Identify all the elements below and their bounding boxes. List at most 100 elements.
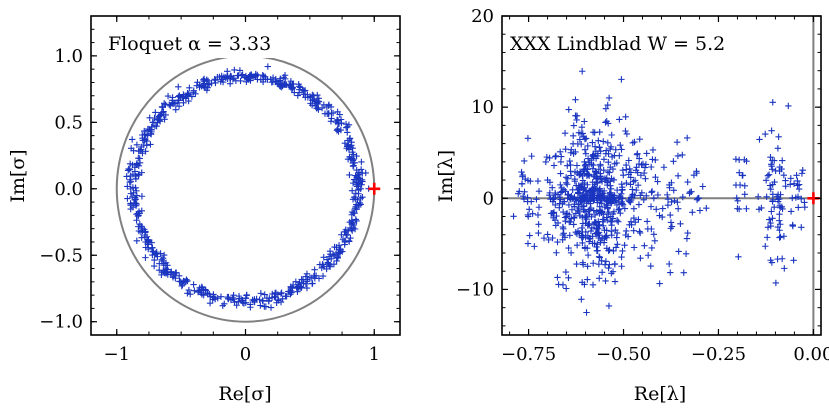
eigenvalue-point — [607, 182, 614, 189]
eigenvalue-point — [191, 287, 198, 294]
eigenvalue-point — [555, 281, 562, 288]
eigenvalue-point — [683, 134, 691, 142]
eigenvalue-point — [581, 162, 589, 170]
eigenvalue-point — [649, 146, 657, 154]
eigenvalue-point — [589, 233, 596, 240]
eigenvalue-point — [648, 163, 655, 171]
eigenvalue-point — [164, 271, 171, 278]
eigenvalue-point — [227, 72, 234, 80]
eigenvalue-point — [775, 133, 782, 141]
eigenvalue-point — [231, 66, 238, 74]
eigenvalue-point — [641, 164, 649, 171]
eigenvalue-point — [349, 162, 357, 170]
eigenvalue-point — [142, 228, 149, 235]
eigenvalue-point — [613, 229, 621, 237]
eigenvalue-point — [671, 197, 678, 204]
eigenvalue-point — [677, 220, 684, 228]
eigenvalue-point — [315, 98, 323, 105]
eigenvalue-point — [237, 77, 244, 85]
eigenvalue-point — [129, 161, 136, 169]
eigenvalue-point — [362, 169, 369, 177]
eigenvalue-point — [680, 269, 687, 276]
eigenvalue-point — [320, 254, 327, 261]
eigenvalue-point — [670, 158, 677, 165]
eigenvalue-point — [152, 109, 159, 116]
eigenvalue-point — [664, 202, 672, 209]
eigenvalue-point — [358, 158, 365, 166]
eigenvalue-point — [624, 233, 632, 240]
eigenvalue-point — [636, 228, 643, 235]
eigenvalue-point — [627, 181, 634, 188]
eigenvalue-point — [134, 210, 141, 217]
eigenvalue-point — [674, 152, 682, 160]
y-tick-label: 0.5 — [54, 112, 83, 133]
eigenvalue-point — [732, 156, 740, 163]
eigenvalue-point — [602, 105, 610, 112]
eigenvalue-point — [549, 209, 557, 217]
eigenvalue-point — [743, 157, 750, 165]
eigenvalue-point — [311, 266, 318, 273]
eigenvalue-point — [622, 127, 629, 135]
eigenvalue-point — [799, 166, 806, 174]
eigenvalue-point — [561, 129, 569, 137]
eigenvalue-point — [589, 165, 597, 172]
eigenvalue-point — [619, 201, 627, 208]
eigenvalue-point — [582, 228, 589, 236]
eigenvalue-point — [696, 207, 704, 214]
eigenvalue-point — [573, 230, 581, 238]
eigenvalue-point — [648, 189, 655, 196]
eigenvalue-point — [226, 80, 234, 87]
eigenvalue-point — [633, 186, 640, 194]
eigenvalue-point — [770, 204, 778, 211]
eigenvalue-point — [292, 278, 300, 285]
eigenvalue-point — [659, 213, 666, 221]
eigenvalue-point — [733, 194, 740, 202]
eigenvalue-point — [133, 187, 140, 195]
eigenvalue-point — [123, 173, 130, 180]
eigenvalue-point — [149, 244, 156, 252]
eigenvalue-point — [772, 279, 780, 287]
eigenvalue-point — [603, 118, 610, 125]
eigenvalue-point — [606, 246, 613, 254]
eigenvalue-point — [570, 221, 577, 228]
eigenvalue-point — [565, 201, 573, 209]
eigenvalue-point — [764, 224, 772, 231]
x-tick-label: −0.25 — [691, 344, 746, 365]
eigenvalue-point — [334, 254, 341, 262]
eigenvalue-point — [521, 157, 528, 165]
eigenvalue-point — [618, 146, 625, 153]
eigenvalue-point — [592, 230, 599, 237]
eigenvalue-point — [631, 177, 639, 184]
eigenvalue-point — [319, 272, 327, 280]
eigenvalue-point — [151, 114, 158, 122]
eigenvalue-point — [535, 204, 543, 211]
eigenvalue-point — [196, 81, 203, 88]
eigenvalue-point — [587, 227, 595, 235]
eigenvalue-point — [642, 175, 649, 182]
eigenvalue-point — [584, 244, 591, 252]
eigenvalue-point — [533, 196, 540, 203]
eigenvalue-point — [201, 83, 208, 90]
eigenvalue-point — [580, 203, 587, 210]
eigenvalue-point — [528, 152, 535, 160]
eigenvalue-point — [336, 111, 343, 118]
floquet-y-axis-label: Im[σ] — [7, 149, 29, 202]
eigenvalue-point — [622, 161, 630, 169]
eigenvalue-point — [178, 282, 185, 290]
eigenvalue-point — [609, 268, 617, 275]
eigenvalue-point — [550, 194, 558, 202]
eigenvalue-point — [582, 213, 590, 221]
eigenvalue-point — [617, 141, 624, 149]
eigenvalue-point — [598, 269, 606, 276]
eigenvalue-point — [582, 219, 589, 227]
eigenvalue-point — [613, 159, 620, 167]
eigenvalue-point — [298, 284, 305, 291]
eigenvalue-point — [571, 168, 579, 176]
eigenvalue-point — [612, 146, 619, 153]
eigenvalue-point — [161, 100, 168, 107]
eigenvalue-point — [295, 80, 302, 88]
eigenvalue-point — [789, 222, 797, 230]
eigenvalue-point — [764, 172, 772, 179]
eigenvalue-point — [546, 154, 553, 162]
eigenvalue-point — [150, 262, 158, 270]
